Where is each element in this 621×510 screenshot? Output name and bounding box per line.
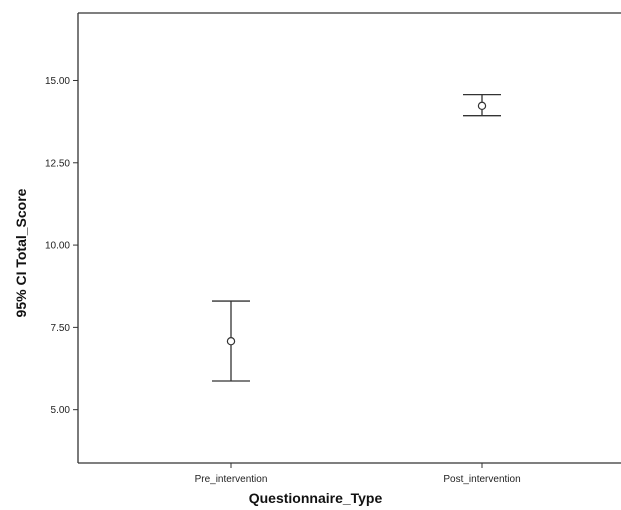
error-bars (212, 93, 501, 382)
x-tick-label: Post_intervention (443, 474, 520, 485)
y-axis-title: 95% CI Total_Score (13, 188, 29, 317)
y-tick-label: 10.00 (45, 241, 70, 252)
x-axis-ticks: Pre_intervention Post_intervention (195, 463, 521, 485)
error-bar-post-intervention (463, 93, 501, 117)
y-tick-label: 12.50 (45, 158, 70, 169)
y-axis-ticks: 5.00 7.50 10.00 12.50 15.00 (45, 76, 78, 416)
mean-marker (226, 337, 236, 346)
y-tick-label: 15.00 (45, 76, 70, 87)
y-tick-label: 7.50 (51, 323, 71, 334)
x-tick-label: Pre_intervention (195, 474, 268, 485)
y-tick-label: 5.00 (51, 405, 71, 416)
error-bar-pre-intervention (212, 300, 250, 382)
x-axis-title: Questionnaire_Type (249, 490, 383, 506)
mean-marker (477, 101, 487, 111)
